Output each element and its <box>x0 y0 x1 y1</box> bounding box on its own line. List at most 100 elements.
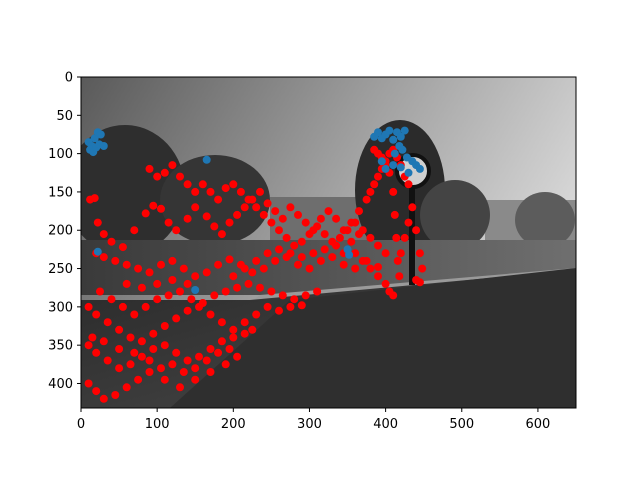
point-0-212 <box>122 279 131 288</box>
point-1-19 <box>400 126 409 135</box>
point-0-17 <box>225 218 234 227</box>
point-1-29 <box>389 161 398 170</box>
point-0-113 <box>229 333 238 342</box>
point-0-10 <box>164 218 173 227</box>
point-0-211 <box>389 291 398 300</box>
point-0-48 <box>400 233 409 242</box>
photo-pavement <box>170 268 576 408</box>
point-0-45 <box>393 256 402 265</box>
point-0-170 <box>351 218 360 227</box>
point-0-109 <box>183 356 192 365</box>
point-0-181 <box>176 172 184 181</box>
point-0-158 <box>259 210 268 219</box>
point-0-35 <box>362 195 371 204</box>
point-0-44 <box>392 233 401 242</box>
scatter-points <box>84 126 427 403</box>
point-0-75 <box>328 253 337 262</box>
point-0-123 <box>157 364 165 373</box>
point-0-36 <box>366 187 375 196</box>
point-1-22 <box>390 149 399 158</box>
point-1-10 <box>202 155 211 164</box>
point-0-98 <box>286 302 295 311</box>
point-0-134 <box>141 302 150 311</box>
point-0-106 <box>149 345 158 353</box>
point-0-155 <box>236 187 245 196</box>
point-1-21 <box>398 145 407 154</box>
point-0-168 <box>335 233 344 242</box>
point-1-27 <box>404 168 413 177</box>
point-1-15 <box>385 126 394 135</box>
point-0-6 <box>130 226 139 235</box>
point-0-213 <box>137 283 146 292</box>
point-0-218 <box>240 264 249 273</box>
point-0-173 <box>374 241 382 250</box>
point-0-144 <box>256 283 264 292</box>
point-0-115 <box>248 325 257 334</box>
x-tick-label-4: 400 <box>373 417 398 432</box>
point-0-84 <box>126 333 135 342</box>
point-0-131 <box>107 295 116 304</box>
point-1-9 <box>99 142 108 150</box>
x-tick-label-3: 300 <box>297 417 322 432</box>
point-0-23 <box>271 207 280 216</box>
photo-lamp-post <box>409 180 415 285</box>
point-0-86 <box>149 329 158 338</box>
point-0-13 <box>191 203 200 212</box>
point-0-204 <box>404 180 413 189</box>
point-0-80 <box>84 302 93 311</box>
point-0-101 <box>92 348 101 357</box>
point-0-222 <box>286 249 295 258</box>
point-0-87 <box>160 322 169 330</box>
point-0-68 <box>248 268 257 277</box>
point-1-30 <box>381 164 390 173</box>
point-1-16 <box>389 135 398 144</box>
point-0-11 <box>172 226 181 235</box>
point-0-122 <box>145 368 154 376</box>
point-0-186 <box>115 345 124 353</box>
point-0-38 <box>374 172 382 181</box>
point-0-94 <box>240 318 249 327</box>
point-0-81 <box>92 310 101 319</box>
point-0-93 <box>229 325 238 334</box>
photo-tree-far-right <box>420 180 490 250</box>
point-0-25 <box>286 203 295 212</box>
point-0-149 <box>313 287 322 296</box>
axes-frame <box>80 76 577 409</box>
point-0-138 <box>187 295 196 304</box>
point-0-100 <box>84 341 93 350</box>
point-0-47 <box>396 249 405 258</box>
point-0-179 <box>160 168 169 177</box>
point-0-209 <box>381 279 390 288</box>
point-0-112 <box>217 337 226 346</box>
point-0-159 <box>267 218 276 227</box>
point-0-37 <box>370 180 379 189</box>
point-0-63 <box>191 272 200 281</box>
point-0-83 <box>115 325 124 334</box>
point-0-72 <box>294 260 302 269</box>
point-0-7 <box>141 209 150 218</box>
point-0-27 <box>301 218 310 227</box>
point-0-26 <box>294 210 302 219</box>
photo-tree-edge <box>515 192 575 248</box>
point-0-2 <box>93 218 102 227</box>
point-0-66 <box>225 255 234 264</box>
point-0-185 <box>99 337 108 346</box>
y-tick-label-8: 400 <box>48 377 73 392</box>
point-0-132 <box>118 302 127 311</box>
point-0-208 <box>374 272 382 281</box>
point-0-187 <box>130 348 139 357</box>
point-0-228 <box>347 237 356 246</box>
point-0-120 <box>122 383 131 392</box>
point-0-151 <box>206 187 215 196</box>
point-0-43 <box>390 210 399 219</box>
point-0-16 <box>217 230 226 239</box>
point-0-4 <box>107 237 116 246</box>
background-photo <box>81 77 576 408</box>
y-tick-label-7: 350 <box>48 339 73 354</box>
point-0-191 <box>191 375 200 384</box>
x-tick-label-0: 0 <box>77 417 85 432</box>
point-0-110 <box>195 352 203 361</box>
point-0-193 <box>221 360 230 369</box>
point-1-34 <box>191 286 200 294</box>
